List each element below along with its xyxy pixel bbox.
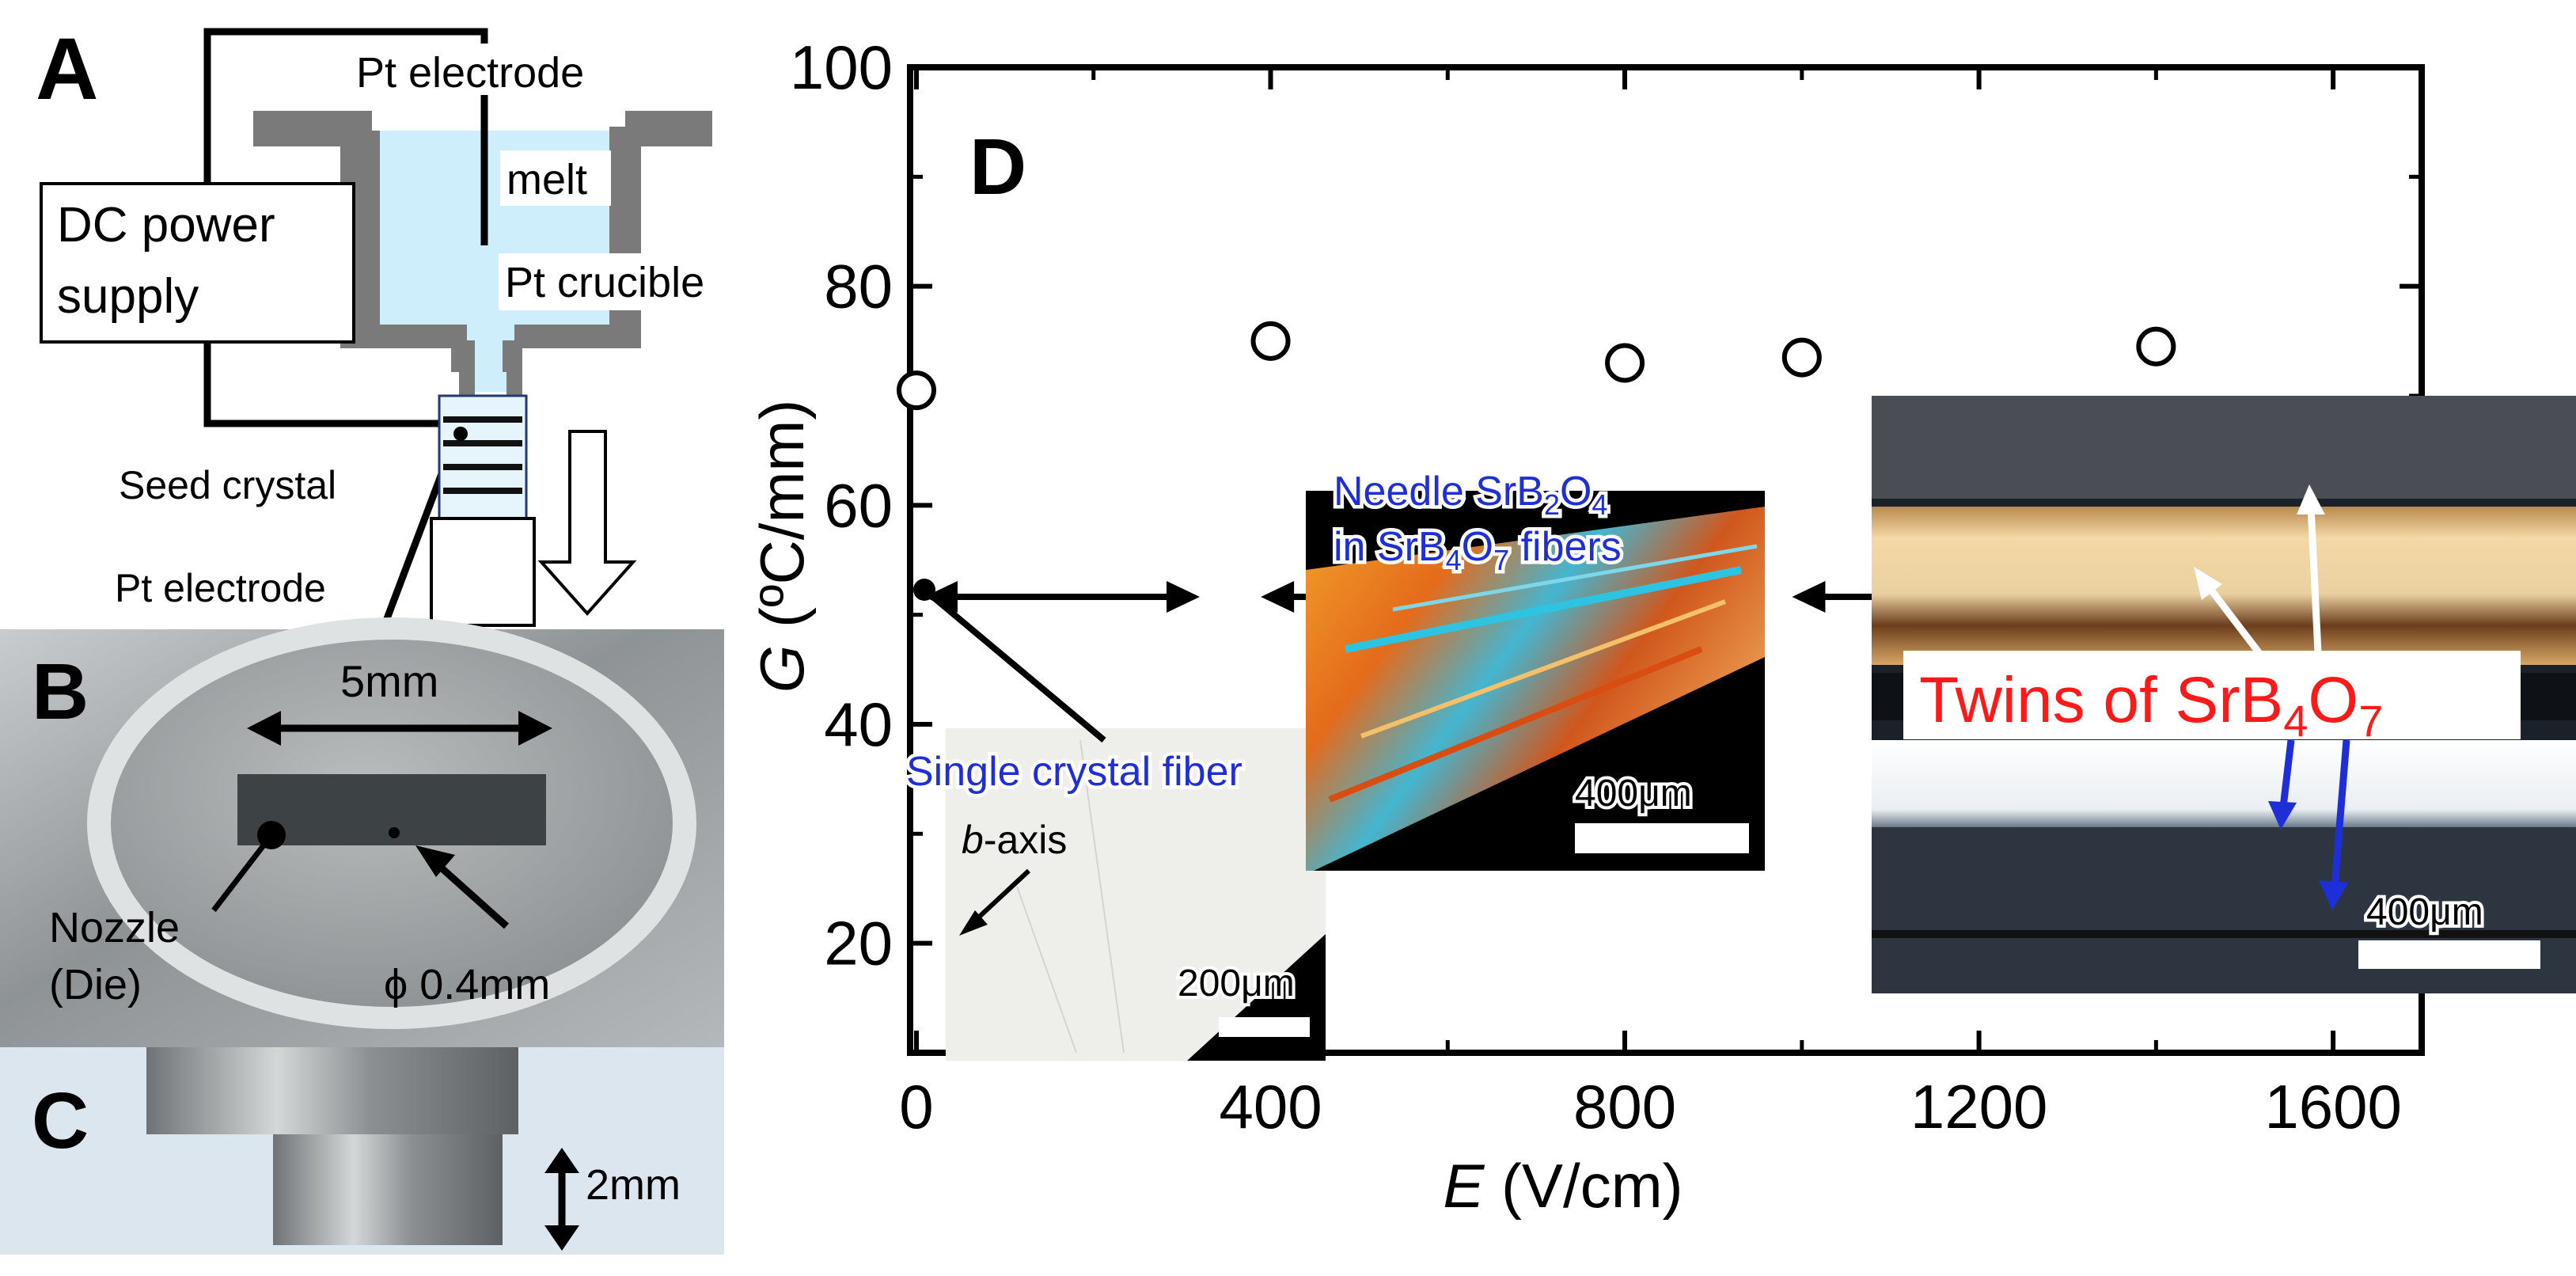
y-tick-label: 100	[790, 32, 893, 102]
x-tick-label: 0	[899, 1072, 933, 1141]
b-axis-arrow	[971, 868, 1031, 925]
hole-leader-arrow	[428, 856, 510, 929]
y-tick-label: 80	[824, 252, 893, 321]
inset-needle: Needle SrB2O4 in SrB4O7 fibers 400μm	[1306, 465, 1765, 871]
panel-c-photo: C 2mm	[0, 1047, 724, 1255]
dc-power-supply	[40, 182, 355, 344]
nozzle-label-1: Nozzle	[49, 904, 180, 951]
panel-b-letter: B	[32, 647, 89, 736]
twin-arrow-white-2	[2205, 583, 2274, 671]
panel-d-letter: D	[969, 123, 1026, 211]
single-crystal-pointer	[922, 587, 1106, 743]
range-arrow-head-right	[1167, 581, 1201, 613]
nozzle-side-lower	[273, 1134, 503, 1245]
dc-supply-label-1: DC power	[57, 198, 275, 253]
holder	[430, 517, 536, 627]
single-scale-bar	[1219, 1017, 1310, 1037]
dc-supply-label-2: supply	[57, 269, 199, 324]
y-tick-label: 40	[824, 689, 893, 759]
nozzle-label-2: (Die)	[49, 961, 142, 1008]
single-crystal-title: Single crystal fiber	[906, 749, 1242, 795]
x-axis-label: E (V/cm)	[1443, 1151, 1683, 1221]
needle-label-1: Needle SrB2O4	[1334, 469, 1607, 521]
seed-crystal-label: Seed crystal	[119, 463, 336, 507]
nozzle-side-upper	[146, 1047, 518, 1134]
panel-c-letter: C	[32, 1077, 89, 1165]
twins-label: Twins of SrB4O7	[1919, 664, 2383, 746]
twins-scale-bar	[2358, 940, 2540, 969]
panel-b-photo: B 5mm Nozzle (Die) ϕ 0.4mm	[0, 617, 724, 1047]
data-point	[897, 370, 936, 411]
circuit-wire-lower	[203, 332, 466, 635]
range-arrow-head-left	[1261, 581, 1295, 613]
inset-twins: Twins of SrB4O7 400μm	[1872, 396, 2576, 993]
nozzle-leader	[211, 833, 274, 913]
bottom-electrode-label: Pt electrode	[115, 566, 326, 610]
data-point	[1605, 343, 1645, 383]
width-dimension-label: 5mm	[340, 656, 438, 706]
inset-single-crystal: Single crystal fiber b-axis 200μm	[903, 579, 1326, 1061]
panel-a-schematic: A Pt electrode melt Pt crucible DC power…	[36, 21, 748, 635]
panel-d-chart: D 0 400 800 1200 1600 20 40 60 80 100 Single crys…	[747, 32, 2576, 1221]
crucible-label: Pt crucible	[505, 259, 704, 306]
single-scale-label: 200μm	[1178, 963, 1295, 1004]
needle-label-2: in SrB4O7 fibers	[1334, 524, 1622, 576]
b-axis-label: b-axis	[962, 818, 1067, 862]
twin-arrow-blue-2	[2331, 739, 2350, 887]
hole-diameter-label: ϕ 0.4mm	[384, 961, 550, 1008]
x-tick-label: 1600	[2264, 1072, 2402, 1141]
seed-crystal	[438, 394, 528, 520]
twin-arrow-white-1	[2307, 506, 2323, 670]
tick-labels: 0 400 800 1200 1600 20 40 60 80 100	[790, 32, 2402, 1141]
twins-scale-label: 400μm	[2366, 891, 2483, 933]
x-tick-label: 400	[1219, 1072, 1322, 1141]
data-points	[897, 321, 2176, 411]
needle-scale-label: 400μm	[1575, 773, 1692, 815]
range-arrow-head-left	[1792, 581, 1826, 613]
nozzle-hole	[389, 827, 400, 838]
y-tick-label: 20	[824, 909, 893, 978]
x-tick-label: 800	[1573, 1072, 1676, 1141]
height-dimension-label: 2mm	[586, 1161, 681, 1209]
pull-down-arrow	[537, 430, 637, 617]
needle-scale-bar	[1575, 823, 1749, 853]
data-point	[1781, 337, 1822, 378]
data-point	[2136, 326, 2176, 366]
x-tick-label: 1200	[1910, 1072, 2048, 1141]
data-point	[1250, 321, 1291, 361]
range-arrow-head-left	[924, 581, 958, 613]
twin-arrow-blue-1	[2279, 739, 2295, 808]
melt-label: melt	[506, 156, 587, 203]
twins-label-box	[1903, 651, 2521, 739]
y-tick-label: 60	[824, 470, 893, 540]
top-electrode-label: Pt electrode	[356, 49, 584, 97]
y-axis-label: G (ºC/mm)	[747, 400, 817, 693]
panel-a-letter: A	[36, 21, 98, 118]
